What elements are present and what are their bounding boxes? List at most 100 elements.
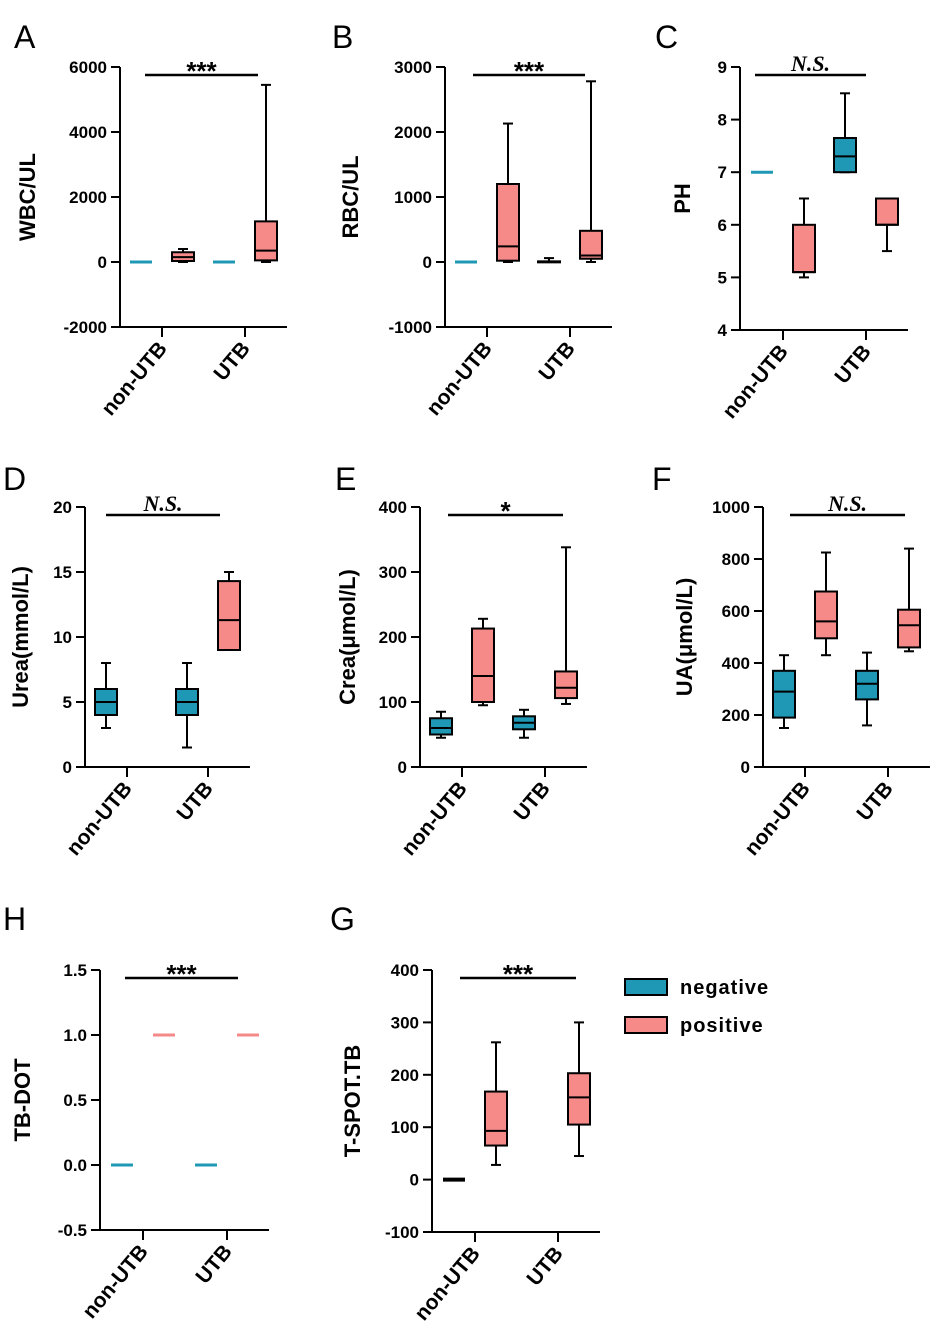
- box-g-utb-positive: [567, 1021, 591, 1158]
- y-tick-label-d: 15: [53, 563, 72, 582]
- panel-c: C 4 5 6 7 8 9 PH non-UTB UTB N.S.: [655, 19, 908, 423]
- y-tick-label-f: 600: [722, 602, 750, 621]
- y-tick-label-h: 0.5: [63, 1091, 87, 1110]
- significance-label-f: N.S.: [827, 491, 867, 516]
- y-tick-label-h: 1.0: [63, 1026, 87, 1045]
- y-tick-label-b: 3000: [394, 58, 432, 77]
- box-b-utb-positive: [579, 80, 603, 263]
- box-f-non-utb-positive: [814, 551, 838, 657]
- significance-label-g: ***: [503, 959, 534, 989]
- panel-letter-e: E: [335, 461, 356, 497]
- y-tick-label-g: 0: [410, 1171, 419, 1190]
- x-category-label-g: non-UTB: [410, 1242, 485, 1325]
- x-category-label-b: UTB: [534, 337, 579, 385]
- y-tick-label-c: 4: [718, 321, 728, 340]
- box-d-utb-negative: [175, 662, 199, 749]
- y-tick-label-f: 200: [722, 706, 750, 725]
- panel-letter-f: F: [652, 461, 672, 497]
- y-axis-label-f: UA(μmol/L): [672, 578, 697, 697]
- y-axis-label-h: TB-DOT: [10, 1058, 35, 1142]
- box-b-utb-negative: [537, 257, 561, 264]
- x-category-label-g: UTB: [522, 1242, 567, 1290]
- x-category-label-d: UTB: [172, 777, 217, 825]
- box-a-non-utb-positive: [171, 248, 195, 263]
- y-tick-label-a: 4000: [69, 123, 107, 142]
- box-iqr: [496, 183, 520, 262]
- box-c-utb-positive: [875, 197, 899, 253]
- y-tick-label-a: 6000: [69, 58, 107, 77]
- box-f-utb-positive: [897, 547, 921, 653]
- y-tick-label-f: 1000: [712, 498, 750, 517]
- significance-label-c: N.S.: [790, 51, 830, 76]
- y-tick-label-d: 5: [63, 693, 72, 712]
- box-f-non-utb-negative: [772, 654, 796, 729]
- y-tick-label-h: 0.0: [63, 1156, 87, 1175]
- y-tick-label-h: -0.5: [58, 1221, 87, 1240]
- y-tick-label-d: 10: [53, 628, 72, 647]
- box-b-non-utb-positive: [496, 122, 520, 263]
- box-iqr: [833, 137, 857, 174]
- y-tick-label-c: 6: [718, 216, 727, 235]
- y-tick-label-e: 100: [379, 693, 407, 712]
- y-tick-label-g: -100: [385, 1223, 419, 1242]
- box-iqr: [897, 608, 921, 649]
- y-tick-label-f: 0: [741, 758, 750, 777]
- panel-letter-h: H: [3, 901, 26, 937]
- box-iqr: [579, 229, 603, 260]
- panel-letter-b: B: [332, 19, 353, 55]
- box-iqr: [254, 220, 278, 262]
- box-g-non-utb-positive: [484, 1041, 508, 1166]
- box-e-utb-positive: [554, 546, 578, 705]
- box-iqr: [429, 717, 453, 736]
- significance-label-a: ***: [186, 56, 217, 86]
- panel-letter-g: G: [330, 901, 355, 937]
- panel-letter-c: C: [655, 19, 678, 55]
- panel-d: D 0 5 10 15 20 Urea(mmol/L) non-UTB UTB N.S.: [3, 461, 250, 860]
- panel-g: G -100 0 100 200 300 400 T-SPOT.TB non-UTB UTB ***: [330, 901, 600, 1325]
- x-category-label-f: UTB: [852, 777, 897, 825]
- legend-swatch-positive: [624, 1016, 668, 1034]
- y-tick-label-d: 0: [63, 758, 72, 777]
- y-tick-label-b: -1000: [389, 318, 432, 337]
- box-c-utb-negative: [833, 92, 857, 174]
- box-iqr: [814, 590, 838, 640]
- y-tick-label-b: 1000: [394, 188, 432, 207]
- box-iqr: [792, 223, 816, 274]
- significance-label-b: ***: [514, 56, 545, 86]
- panel-letter-d: D: [3, 461, 26, 497]
- y-tick-label-g: 400: [391, 961, 419, 980]
- y-tick-label-c: 5: [718, 268, 727, 287]
- box-e-utb-negative: [512, 708, 536, 739]
- y-tick-label-c: 7: [718, 163, 727, 182]
- y-tick-label-a: 0: [98, 253, 107, 272]
- significance-label-h: ***: [166, 959, 197, 989]
- box-iqr: [875, 197, 899, 226]
- x-category-label-b: non-UTB: [422, 337, 497, 420]
- box-f-utb-negative: [855, 651, 879, 727]
- x-category-label-a: non-UTB: [97, 337, 172, 420]
- panel-a: A -2000 0 2000 4000 6000 WBC/UL non-UTB UTB ***: [14, 19, 287, 420]
- significance-label-e: *: [500, 496, 511, 526]
- x-category-label-h: non-UTB: [78, 1240, 153, 1323]
- box-d-non-utb-negative: [94, 662, 118, 729]
- box-iqr: [567, 1072, 591, 1126]
- y-tick-label-b: 2000: [394, 123, 432, 142]
- y-tick-label-g: 200: [391, 1066, 419, 1085]
- y-tick-label-f: 800: [722, 550, 750, 569]
- x-category-label-e: UTB: [509, 777, 554, 825]
- panel-h: H -0.5 0.0 0.5 1.0 1.5 TB-DOT non-UTB UTB ***: [3, 901, 269, 1323]
- y-tick-label-e: 0: [398, 758, 407, 777]
- y-axis-label-a: WBC/UL: [15, 153, 40, 241]
- y-tick-label-g: 100: [391, 1118, 419, 1137]
- legend-label-negative: negative: [680, 977, 769, 999]
- x-category-label-f: non-UTB: [740, 777, 815, 860]
- legend: negative positive: [624, 977, 769, 1037]
- y-tick-label-c: 8: [718, 111, 727, 130]
- y-tick-label-d: 20: [53, 498, 72, 517]
- y-tick-label-e: 300: [379, 563, 407, 582]
- legend-swatch-negative: [624, 978, 668, 996]
- x-category-label-d: non-UTB: [62, 777, 137, 860]
- y-axis-label-g: T-SPOT.TB: [340, 1045, 365, 1157]
- box-iqr: [855, 669, 879, 701]
